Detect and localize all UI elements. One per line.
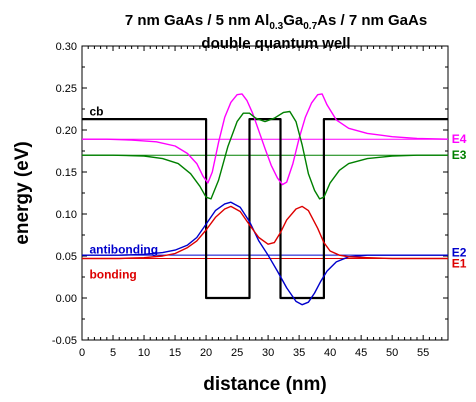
title-sub-1: 0.3 bbox=[269, 21, 283, 32]
x-tick-label: 5 bbox=[110, 347, 116, 359]
title-part-2: Ga bbox=[283, 12, 304, 29]
series-e2-line bbox=[82, 201, 448, 306]
y-axis-title: energy (eV) bbox=[12, 141, 33, 244]
y-tick-label: 0.25 bbox=[56, 83, 77, 95]
x-axis-title: distance (nm) bbox=[203, 374, 327, 395]
x-tick-label: 45 bbox=[355, 347, 367, 359]
chart-title-line1: 7 nm GaAs / 5 nm Al0.3Ga0.7As / 7 nm GaA… bbox=[125, 12, 427, 32]
energy-levels bbox=[82, 138, 448, 260]
annotation-e2: E2 bbox=[452, 246, 467, 260]
x-tick-label: 0 bbox=[79, 347, 85, 359]
y-axis: -0.05 0.00 0.05 0.10 0.15 0.20 0.25 0.30 bbox=[52, 41, 448, 347]
annotation-e1: E1 bbox=[452, 257, 467, 271]
x-tick-label: 20 bbox=[200, 347, 212, 359]
x-axis: 0 5 10 15 20 25 30 35 40 45 50 55 bbox=[79, 46, 443, 359]
title-part-3: As / 7 nm GaAs bbox=[317, 12, 427, 29]
title-part-1: 7 nm GaAs / 5 nm Al bbox=[125, 12, 270, 29]
x-tick-label: 15 bbox=[169, 347, 181, 359]
series-e3-line bbox=[82, 110, 448, 200]
y-tick-label: 0.10 bbox=[56, 209, 77, 221]
annotation-cb: cb bbox=[89, 105, 103, 119]
x-tick-label: 50 bbox=[386, 347, 398, 359]
y-tick-label: 0.30 bbox=[56, 41, 77, 53]
series-lines bbox=[82, 93, 449, 306]
annotation-bonding: bonding bbox=[89, 267, 136, 281]
annotation-antibonding: antibonding bbox=[89, 242, 158, 256]
series-cb-line bbox=[82, 117, 448, 300]
x-tick-label: 10 bbox=[138, 347, 150, 359]
x-tick-label: 30 bbox=[262, 347, 274, 359]
x-tick-label: 55 bbox=[417, 347, 429, 359]
y-tick-label: 0.20 bbox=[56, 125, 77, 137]
y-tick-label: -0.05 bbox=[52, 335, 77, 347]
plot-frame bbox=[81, 45, 449, 341]
series-e1-line bbox=[82, 205, 448, 260]
x-tick-label: 25 bbox=[231, 347, 243, 359]
series-e4-line bbox=[82, 93, 449, 186]
chart-title-line2: double quantum well bbox=[201, 35, 350, 52]
x-tick-label: 35 bbox=[293, 347, 305, 359]
y-tick-label: 0.00 bbox=[56, 293, 77, 305]
x-tick-label: 40 bbox=[324, 347, 336, 359]
y-tick-label: 0.05 bbox=[56, 251, 77, 263]
annotation-e4: E4 bbox=[452, 132, 467, 146]
title-sub-2: 0.7 bbox=[303, 21, 317, 32]
y-tick-label: 0.15 bbox=[56, 167, 77, 179]
annotation-e3: E3 bbox=[452, 148, 467, 162]
